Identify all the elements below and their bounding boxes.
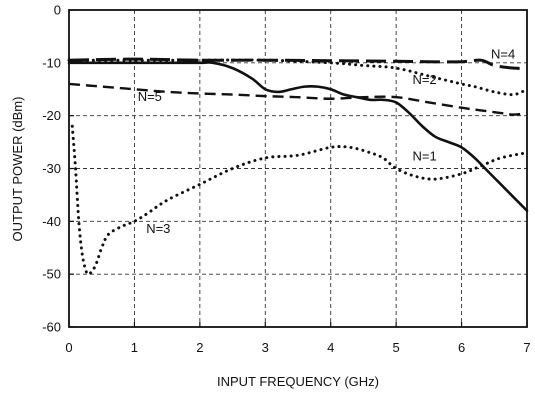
x-tick-label: 6 <box>458 340 465 355</box>
series-label-n-2: N=2 <box>413 72 437 87</box>
series-label-n-4: N=4 <box>491 47 515 62</box>
series-lines <box>67 57 529 276</box>
y-tick-label: -10 <box>42 55 61 70</box>
x-tick-label: 3 <box>262 340 269 355</box>
series-line-n-2 <box>67 58 529 97</box>
y-tick-label: -50 <box>42 267 61 282</box>
series-line-n-3 <box>70 124 529 276</box>
y-tick-labels: 0 -10 -20 -30 -40 -50 -60 <box>42 3 74 335</box>
series-label-n-1: N=1 <box>413 149 437 164</box>
x-tick-label: 0 <box>65 340 72 355</box>
x-tick-label: 7 <box>523 340 530 355</box>
series-label-n-5: N=5 <box>138 89 162 104</box>
y-tick-label: 0 <box>54 3 61 18</box>
x-tick-labels: 0 1 2 3 4 5 6 7 <box>65 322 531 355</box>
plot-frame <box>68 9 528 328</box>
x-tick-label: 2 <box>196 340 203 355</box>
y-tick-label: -30 <box>42 161 61 176</box>
series-label-n-3: N=3 <box>146 221 170 236</box>
series-line-n-5 <box>68 82 528 116</box>
series-line-n-1 <box>67 61 529 213</box>
y-axis-title: OUTPUT POWER (dBm) <box>10 97 25 242</box>
grid <box>69 10 527 327</box>
y-tick-label: -20 <box>42 108 61 123</box>
x-tick-label: 4 <box>327 340 334 355</box>
x-tick-label: 5 <box>393 340 400 355</box>
y-tick-label: -40 <box>42 214 61 229</box>
x-axis-title: INPUT FREQUENCY (GHz) <box>217 374 379 389</box>
y-tick-label: -60 <box>42 320 61 335</box>
x-tick-label: 1 <box>131 340 138 355</box>
series-annotations: N=4 N=2 N=5 N=1 N=3 <box>138 47 516 236</box>
series-line-n-4 <box>68 57 528 70</box>
